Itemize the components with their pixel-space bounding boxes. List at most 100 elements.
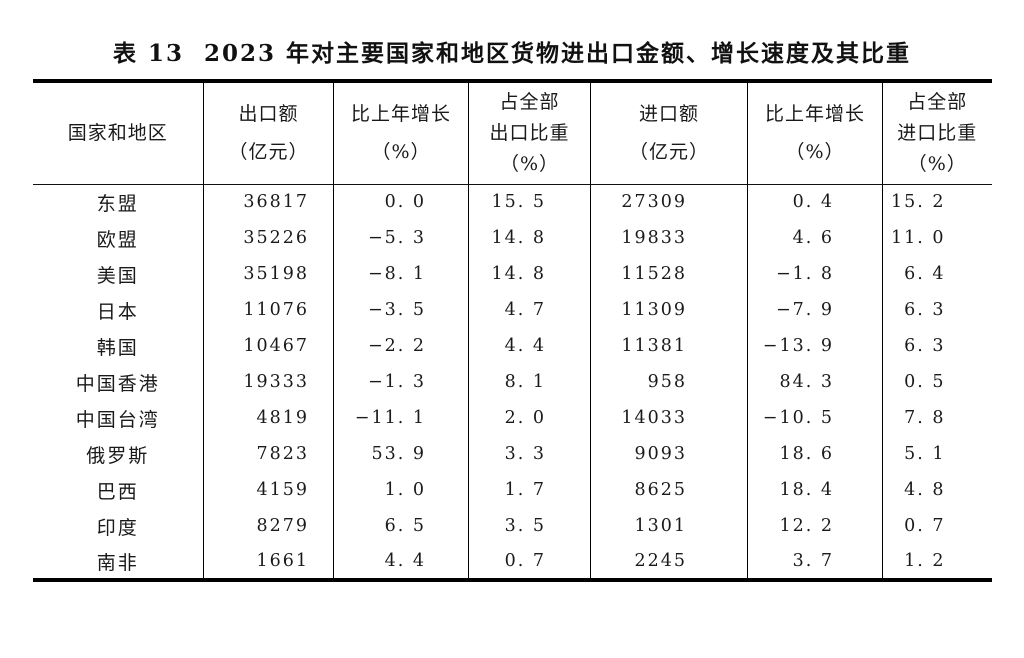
export-share-cell: 2. 0 [468, 400, 591, 436]
table-row: 韩国 10467 −2. 2 4. 4 11381 −13. 9 6. 3 [33, 328, 992, 364]
export-growth-cell: 6. 5 [333, 508, 469, 544]
header-line: （%） [907, 152, 967, 175]
import-share-cell: 5. 1 [882, 436, 992, 472]
table-row: 印度 8279 6. 5 3. 5 1301 12. 2 0. 7 [33, 508, 992, 544]
region-cell: 中国香港 [75, 372, 160, 395]
export-cell: 10467 [203, 328, 334, 364]
table-row: 巴西 4159 1. 0 1. 7 8625 18. 4 4. 8 [33, 472, 992, 508]
table-title: 表 13 2023 年对主要国家和地区货物进出口金额、增长速度及其比重 [0, 34, 1024, 68]
import-share-cell: 6. 3 [882, 328, 992, 364]
region-cell: 中国台湾 [75, 408, 160, 431]
export-growth-cell: 53. 9 [333, 436, 469, 472]
table-row: 日本 11076 −3. 5 4. 7 11309 −7. 9 6. 3 [33, 292, 992, 328]
header-line: （%） [499, 152, 560, 175]
export-share-cell: 3. 5 [468, 508, 591, 544]
table-row: 俄罗斯 7823 53. 9 3. 3 9093 18. 6 5. 1 [33, 436, 992, 472]
import-growth-cell: 0. 4 [747, 184, 883, 220]
table-row: 欧盟 35226 −5. 3 14. 8 19833 4. 6 11. 0 [33, 220, 992, 256]
import-cell: 11528 [590, 256, 748, 292]
import-growth-cell: −1. 8 [747, 256, 883, 292]
export-growth-cell: 1. 0 [333, 472, 469, 508]
table-row: 美国 35198 −8. 1 14. 8 11528 −1. 8 6. 4 [33, 256, 992, 292]
column-header-export: 出口额 （亿元） [203, 81, 334, 185]
header-line: 国家和地区 [67, 122, 168, 145]
import-growth-cell: 18. 6 [747, 436, 883, 472]
header-line: 出口比重 [489, 121, 570, 144]
import-share-cell: 1. 2 [882, 544, 992, 580]
region-cell: 印度 [96, 516, 139, 539]
region-cell: 韩国 [96, 336, 139, 359]
document-page: 表 13 2023 年对主要国家和地区货物进出口金额、增长速度及其比重 国家和地区… [0, 34, 1024, 658]
export-cell: 4819 [203, 400, 334, 436]
export-share-cell: 1. 7 [468, 472, 591, 508]
header-line: 比上年增长 [350, 103, 451, 126]
header-line: 出口额 [238, 103, 299, 126]
import-growth-cell: 12. 2 [747, 508, 883, 544]
region-cell: 巴西 [96, 480, 139, 503]
header-line: 占全部 [907, 90, 968, 113]
import-share-cell: 7. 8 [882, 400, 992, 436]
import-cell: 958 [590, 364, 748, 400]
export-share-cell: 8. 1 [468, 364, 591, 400]
import-share-cell: 11. 0 [882, 220, 992, 256]
import-growth-cell: 4. 6 [747, 220, 883, 256]
export-cell: 35226 [203, 220, 334, 256]
column-header-import: 进口额 （亿元） [590, 81, 748, 185]
import-cell: 8625 [590, 472, 748, 508]
export-growth-cell: 0. 0 [333, 184, 469, 220]
export-share-cell: 14. 8 [468, 256, 591, 292]
import-growth-cell: −13. 9 [747, 328, 883, 364]
export-share-cell: 14. 8 [468, 220, 591, 256]
column-header-export-share: 占全部 出口比重 （%） [468, 81, 591, 185]
export-growth-cell: −2. 2 [333, 328, 469, 364]
region-cell: 日本 [96, 300, 139, 323]
import-share-cell: 6. 4 [882, 256, 992, 292]
import-cell: 19833 [590, 220, 748, 256]
header-line: （%） [371, 141, 431, 164]
export-growth-cell: 4. 4 [333, 544, 469, 580]
region-cell: 美国 [96, 264, 139, 287]
import-cell: 11309 [590, 292, 748, 328]
export-cell: 7823 [203, 436, 334, 472]
import-cell: 11381 [590, 328, 748, 364]
import-growth-cell: −10. 5 [747, 400, 883, 436]
region-cell: 南非 [96, 551, 139, 574]
header-line: 进口比重 [897, 121, 978, 144]
region-cell: 俄罗斯 [86, 444, 150, 467]
export-share-cell: 3. 3 [468, 436, 591, 472]
export-cell: 8279 [203, 508, 334, 544]
import-cell: 14033 [590, 400, 748, 436]
export-cell: 35198 [203, 256, 334, 292]
import-cell: 2245 [590, 544, 748, 580]
import-share-cell: 0. 5 [882, 364, 992, 400]
export-growth-cell: −1. 3 [333, 364, 469, 400]
import-share-cell: 0. 7 [882, 508, 992, 544]
export-share-cell: 15. 5 [468, 184, 591, 220]
import-share-cell: 6. 3 [882, 292, 992, 328]
export-growth-cell: −5. 3 [333, 220, 469, 256]
column-header-export-growth: 比上年增长 （%） [333, 81, 469, 185]
import-growth-cell: 3. 7 [747, 544, 883, 580]
column-header-import-growth: 比上年增长 （%） [747, 81, 883, 185]
export-cell: 11076 [203, 292, 334, 328]
header-line: 比上年增长 [764, 103, 865, 126]
header-line: （%） [785, 141, 845, 164]
import-cell: 9093 [590, 436, 748, 472]
export-share-cell: 4. 4 [468, 328, 591, 364]
header-line: 进口额 [638, 103, 699, 126]
header-line: 占全部 [499, 90, 560, 113]
import-cell: 1301 [590, 508, 748, 544]
column-header-region: 国家和地区 [32, 81, 204, 185]
region-cell: 欧盟 [96, 228, 139, 251]
import-growth-cell: 18. 4 [747, 472, 883, 508]
table-number: 表 13 [112, 40, 184, 67]
import-growth-cell: 84. 3 [747, 364, 883, 400]
export-share-cell: 4. 7 [468, 292, 591, 328]
table-row: 南非 1661 4. 4 0. 7 2245 3. 7 1. 2 [33, 544, 992, 580]
table-row: 东盟 36817 0. 0 15. 5 27309 0. 4 15. 2 [33, 184, 992, 220]
table-body: 东盟 36817 0. 0 15. 5 27309 0. 4 15. 2 欧盟 35226 −5.… [33, 184, 992, 580]
table-header: 国家和地区 出口额 （亿元） 比上年增长 （%） 占全部 出口比重 （%） 进口… [32, 81, 992, 185]
export-cell: 1661 [203, 544, 334, 580]
export-growth-cell: −3. 5 [333, 292, 469, 328]
export-growth-cell: −8. 1 [333, 256, 469, 292]
